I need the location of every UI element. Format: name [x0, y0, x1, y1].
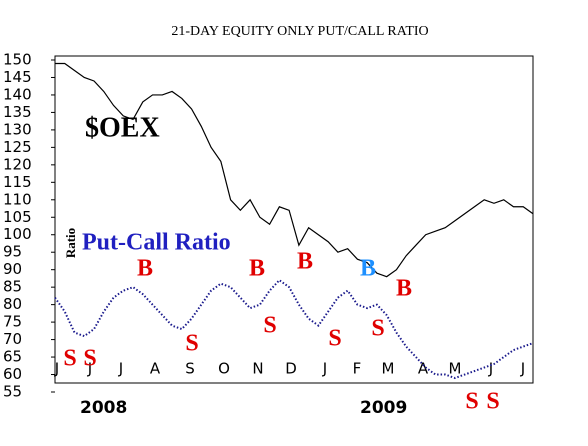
series-line	[55, 62, 534, 278]
y-tick-label: 110	[3, 190, 32, 208]
x-tick-label: J	[118, 360, 123, 378]
year-label: 2008	[80, 398, 127, 418]
signal-label: B	[249, 256, 265, 282]
year-label: 2009	[360, 398, 407, 418]
y-tick-label: 135	[3, 103, 32, 121]
y-tick-label: 60	[3, 365, 22, 383]
x-tick-label: F	[353, 360, 362, 378]
x-tick-label: M	[382, 360, 395, 378]
y-tick-label: 120	[3, 155, 32, 173]
signal-label: S	[63, 346, 76, 372]
signal-label: S	[371, 316, 384, 342]
x-tick-label: D	[285, 360, 297, 378]
y-tick-label: 85	[3, 278, 22, 296]
y-tick-label: 70	[3, 330, 22, 348]
y-tick-label: 80	[3, 295, 22, 313]
signal-label: S	[83, 346, 96, 372]
signal-label: S	[465, 389, 478, 415]
signal-label: S	[263, 313, 276, 339]
legend-pcr: Put-Call Ratio	[82, 230, 231, 256]
signal-label: B	[297, 249, 313, 275]
chart-title: 21-DAY EQUITY ONLY PUT/CALL RATIO	[171, 24, 428, 39]
y-tick-label: 140	[3, 85, 32, 103]
x-tick-label: J	[488, 360, 493, 378]
x-tick-label: J	[87, 360, 92, 378]
y-tick-label: 125	[3, 138, 32, 156]
x-tick-label: J	[520, 360, 525, 378]
x-tick-label: M	[449, 360, 462, 378]
plot-frame	[54, 55, 534, 384]
y-tick-label: 75	[3, 313, 22, 331]
signal-label: S	[185, 331, 198, 357]
legend-oex: $OEX	[85, 112, 160, 143]
y-tick-label: 130	[3, 120, 32, 138]
x-tick-label: O	[218, 360, 230, 378]
x-tick-label: A	[150, 360, 161, 378]
y-tick-label: 150	[3, 51, 32, 69]
x-tick-label: J	[54, 360, 59, 378]
y-tick-label: 115	[3, 173, 32, 191]
y-tick-label: 145	[3, 68, 32, 86]
y-tick-label: 55	[3, 383, 22, 401]
x-tick-label: N	[252, 360, 263, 378]
signal-label: B	[360, 256, 376, 282]
y-tick-label: 100	[3, 225, 32, 243]
signal-label: B	[396, 276, 412, 302]
x-tick-label: A	[418, 360, 429, 378]
signal-label: B	[137, 256, 153, 282]
y-tick-label: 90	[3, 260, 22, 278]
series-line	[54, 278, 534, 380]
x-tick-label: J	[322, 360, 327, 378]
signal-label: S	[328, 326, 341, 352]
y-tick-label: 65	[3, 348, 22, 366]
signal-label: S	[486, 389, 499, 415]
y-axis-label: Ratio	[63, 228, 78, 258]
x-tick-label: S	[185, 360, 195, 378]
y-tick-label: 105	[3, 208, 32, 226]
y-tick-label: 95	[3, 243, 22, 261]
